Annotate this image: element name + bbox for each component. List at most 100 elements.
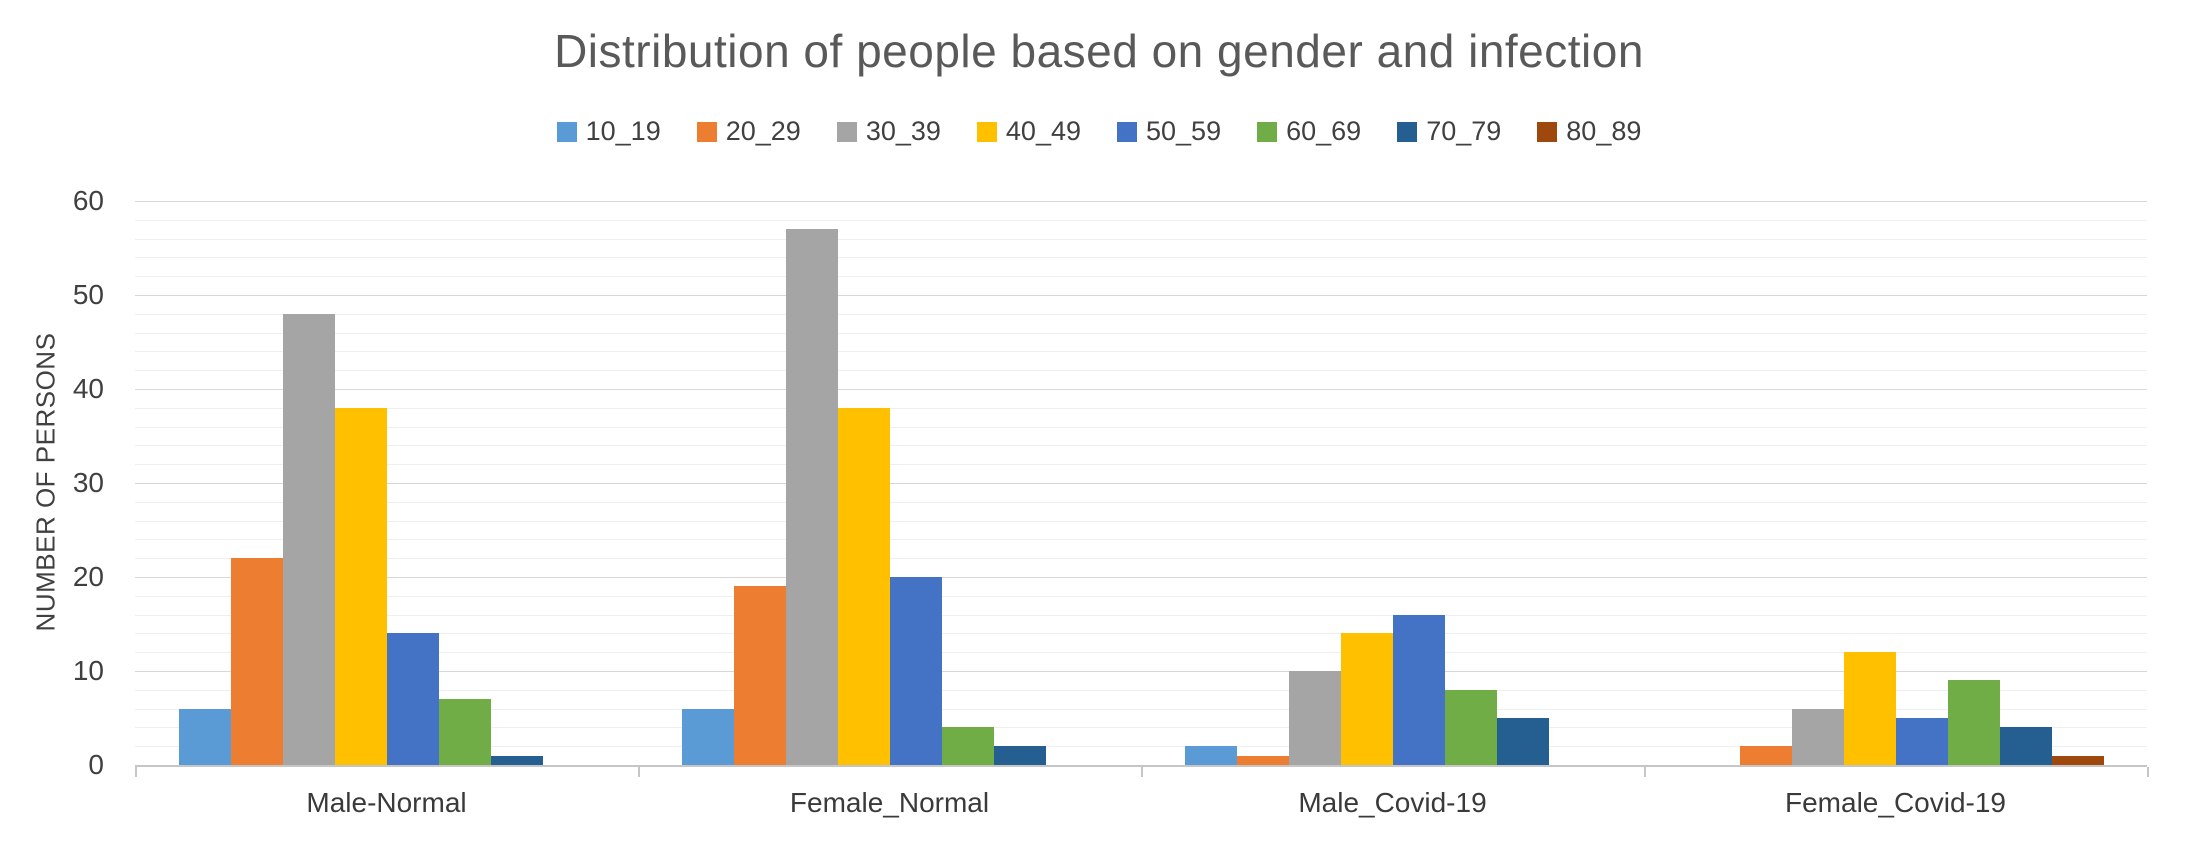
x-axis-label: Female_Covid-19 (1785, 787, 2006, 818)
gridline-minor (135, 746, 2147, 747)
gridline-minor (135, 558, 2147, 559)
gridline-minor (135, 445, 2147, 446)
legend-item: 70_79 (1397, 116, 1501, 147)
legend-swatch-70_79 (1397, 121, 1418, 142)
legend: 10_19 20_29 30_39 40_49 50_59 60_69 70_79 80_89 (0, 116, 2198, 147)
gridline-major (135, 201, 2147, 202)
bar-60_69-Male_Covid-19 (1445, 690, 1497, 765)
gridline-minor (135, 314, 2147, 315)
bar-50_59-Female_Covid-19 (1896, 718, 1948, 765)
x-axis-line (135, 765, 2147, 767)
legend-item: 20_29 (696, 116, 801, 147)
gridline-minor (135, 615, 2147, 616)
x-axis-label: Male-Normal (306, 787, 467, 818)
gridline-major (135, 389, 2147, 390)
gridline-minor (135, 370, 2147, 371)
bar-40_49-Male-Normal (335, 408, 387, 765)
y-axis-tick-label: 50 (72, 279, 104, 310)
gridline-major (135, 671, 2147, 672)
legend-label: 60_69 (1286, 116, 1362, 146)
legend-item: 40_49 (976, 116, 1081, 147)
gridline-minor (135, 351, 2147, 352)
gridline-minor (135, 276, 2147, 277)
legend-item: 10_19 (556, 116, 661, 147)
legend-label: 80_89 (1566, 116, 1642, 146)
gridline-minor (135, 333, 2147, 334)
bar-50_59-Female_Normal (890, 577, 942, 765)
gridline-minor (135, 596, 2147, 597)
gridline-minor (135, 709, 2147, 710)
chart-title: Distribution of people based on gender a… (554, 25, 1644, 77)
gridline-minor (135, 633, 2147, 634)
legend-item: 80_89 (1537, 116, 1641, 147)
y-axis-tick-label: 0 (88, 749, 104, 780)
y-axis-tick-label: 60 (72, 185, 104, 216)
bar-80_89-Female_Covid-19 (2052, 756, 2104, 765)
gridline-minor (135, 464, 2147, 465)
bar-70_79-Female_Covid-19 (2000, 727, 2052, 765)
bar-40_49-Male_Covid-19 (1341, 633, 1393, 765)
legend-swatch-30_39 (836, 121, 857, 142)
bar-60_69-Male-Normal (439, 699, 491, 765)
gridline-minor (135, 427, 2147, 428)
legend-item: 50_59 (1117, 116, 1221, 147)
gridline-minor (135, 690, 2147, 691)
legend-label: 70_79 (1426, 116, 1502, 146)
bar-40_49-Female_Normal (838, 408, 890, 765)
legend-swatch-60_69 (1257, 121, 1278, 142)
legend-label: 50_59 (1146, 116, 1222, 146)
x-axis-tick (638, 767, 640, 777)
gridline-major (135, 483, 2147, 484)
gridline-major (135, 295, 2147, 296)
gridline-minor (135, 257, 2147, 258)
bar-20_29-Female_Covid-19 (1740, 746, 1792, 765)
x-axis-label: Male_Covid-19 (1298, 787, 1487, 818)
bar-10_19-Male-Normal (179, 709, 231, 765)
y-axis-tick-label: 10 (72, 655, 104, 686)
y-axis-title: NUMBER OF PERSONS (30, 332, 61, 632)
bar-70_79-Female_Normal (994, 746, 1046, 765)
bar-20_29-Female_Normal (734, 586, 786, 765)
bar-40_49-Female_Covid-19 (1844, 652, 1896, 765)
legend-item: 30_39 (836, 116, 941, 147)
y-axis-tick-label: 30 (72, 467, 104, 498)
legend-swatch-50_59 (1117, 121, 1137, 142)
gridline-major (135, 577, 2147, 578)
bar-10_19-Male_Covid-19 (1185, 746, 1237, 765)
bar-50_59-Male_Covid-19 (1393, 615, 1445, 765)
x-axis-tick (1141, 767, 1143, 777)
gridline-minor (135, 521, 2147, 522)
bar-60_69-Female_Covid-19 (1948, 680, 2000, 765)
gridline-minor (135, 220, 2147, 221)
bar-20_29-Male-Normal (231, 558, 283, 765)
bar-30_39-Male-Normal (283, 314, 335, 765)
gridline-minor (135, 239, 2147, 240)
bar-30_39-Female_Covid-19 (1792, 709, 1844, 765)
bar-30_39-Female_Normal (786, 229, 838, 765)
x-axis-tick (1644, 767, 1646, 777)
gridline-minor (135, 727, 2147, 728)
legend-label: 20_29 (725, 116, 801, 146)
x-axis-tick (2147, 767, 2149, 777)
gridline-minor (135, 539, 2147, 540)
bar-10_19-Female_Normal (682, 709, 734, 765)
gridline-minor (135, 652, 2147, 653)
bar-70_79-Male-Normal (491, 756, 543, 765)
legend-label: 30_39 (865, 116, 941, 146)
bar-70_79-Male_Covid-19 (1497, 718, 1549, 765)
legend-label: 40_49 (1005, 116, 1081, 146)
x-axis-tick (135, 767, 137, 777)
legend-item: 60_69 (1257, 116, 1361, 147)
legend-swatch-80_89 (1537, 121, 1558, 142)
y-axis-tick-label: 40 (72, 373, 104, 404)
legend-label: 10_19 (585, 116, 661, 146)
y-axis-tick-label: 20 (72, 561, 104, 592)
legend-swatch-40_49 (976, 121, 997, 142)
bar-20_29-Male_Covid-19 (1237, 756, 1289, 765)
legend-swatch-20_29 (696, 121, 717, 142)
gridline-minor (135, 502, 2147, 503)
gridline-minor (135, 408, 2147, 409)
legend-swatch-10_19 (556, 121, 577, 142)
x-axis-label: Female_Normal (789, 787, 990, 818)
